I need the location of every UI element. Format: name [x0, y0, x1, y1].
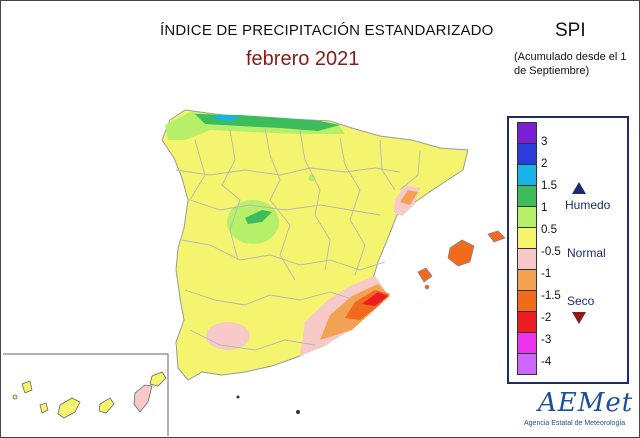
accumulation-note: (Acumulado desde el 1 de Septiembre) [514, 51, 627, 77]
mallorca [447, 239, 475, 267]
legend-swatch [517, 164, 537, 185]
legend-swatch [517, 248, 537, 269]
legend-tick: -3 [541, 334, 552, 346]
wet-arrow-icon [572, 182, 586, 194]
formentera [424, 284, 430, 290]
north-wet-strong [215, 115, 240, 121]
legend-tick: 3 [541, 136, 548, 148]
canary-islands [12, 371, 167, 419]
dry-category: Seco [567, 294, 595, 308]
logo-wordmark: AEMet [538, 388, 634, 418]
legend-tick: 1.5 [541, 180, 557, 192]
legend-tick: 0.5 [541, 224, 557, 236]
legend-swatch [517, 227, 537, 248]
southeast-very-dry [362, 292, 388, 306]
legend-swatch [517, 143, 537, 164]
melilla [296, 410, 300, 414]
legend-swatch [517, 206, 537, 227]
ibiza [417, 267, 433, 283]
wet-category: Humedo [565, 198, 611, 212]
legend-tick: -0.5 [541, 246, 561, 258]
map-title: ÍNDICE DE PRECIPITACIÓN ESTANDARIZADO [160, 22, 494, 39]
aemet-logo: AEMet Agencia Estatal de Meteorología [516, 388, 636, 434]
province-borders [175, 127, 421, 351]
legend-swatch [517, 290, 537, 311]
ceuta [236, 395, 240, 399]
normal-category: Normal [567, 246, 606, 260]
period-label: febrero 2021 [246, 48, 360, 70]
legend-tick: -4 [541, 356, 552, 368]
legend-tick: 2 [541, 158, 548, 170]
canary-inset-frame [3, 353, 169, 436]
valencia-dry [400, 190, 418, 205]
legend-tick: 1 [541, 202, 548, 214]
logo-agency: Agencia Estatal de Meteorología [524, 420, 626, 427]
legend-swatch [517, 353, 537, 375]
central-wet [245, 210, 272, 224]
spi-legend: 3 2 1.5 1 0.5 -0.5 -1 -1.5 -2 -3 -4 Hume… [507, 116, 629, 384]
legend-swatch [517, 269, 537, 290]
legend-swatch [517, 332, 537, 353]
legend-swatch [517, 311, 537, 332]
legend-tick: -2 [541, 312, 552, 324]
north-wet-spot [308, 174, 316, 182]
legend-tick: -1.5 [541, 290, 561, 302]
legend-tick: -1 [541, 268, 552, 280]
dry-arrow-icon [572, 312, 586, 324]
menorca [487, 230, 506, 243]
legend-swatch [517, 122, 537, 143]
legend-swatch [517, 185, 537, 206]
color-scale [517, 122, 537, 375]
index-label: SPI [555, 20, 586, 41]
